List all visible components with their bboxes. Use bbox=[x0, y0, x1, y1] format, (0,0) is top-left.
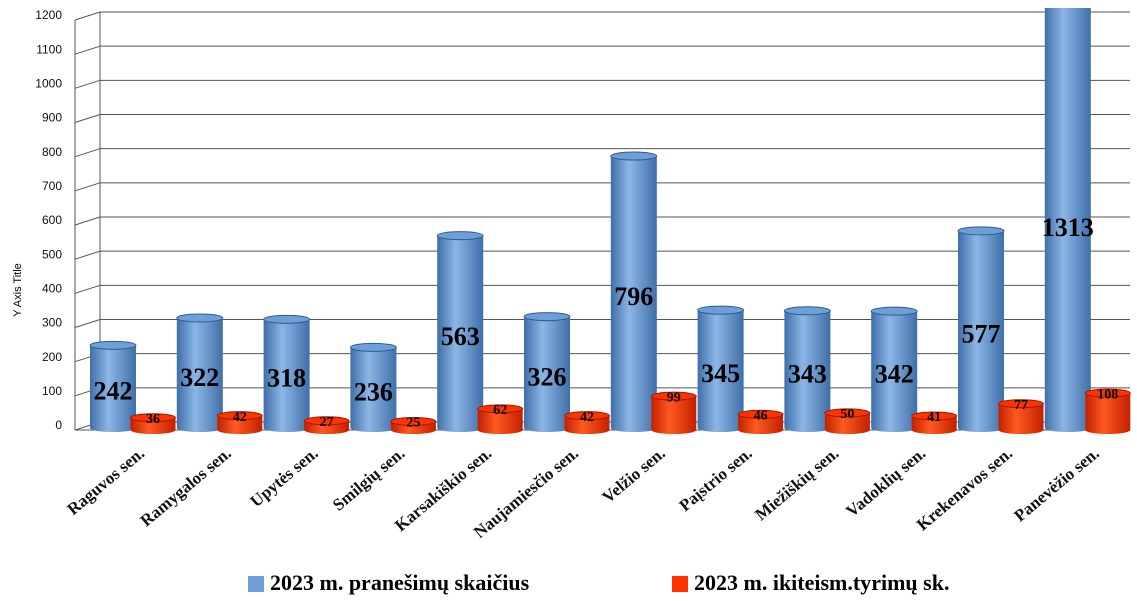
value-label: 25 bbox=[406, 416, 420, 431]
x-tick-label: Vadoklių sen. bbox=[842, 444, 929, 521]
legend-label: 2023 m. ikiteism.tyrimų sk. bbox=[694, 570, 949, 595]
bar-cap bbox=[958, 227, 1004, 235]
x-tick-label: Paįstrio sen. bbox=[675, 444, 755, 516]
bar-base bbox=[565, 426, 610, 434]
bar-cap bbox=[350, 343, 396, 351]
y-tick-label: 900 bbox=[42, 111, 62, 125]
bar-cap bbox=[177, 314, 223, 322]
bar-base bbox=[90, 424, 136, 432]
bar-base bbox=[177, 424, 223, 432]
bar-cap bbox=[524, 313, 570, 321]
y-tick-label: 800 bbox=[42, 145, 62, 159]
y-tick-label: 1100 bbox=[36, 42, 62, 56]
y-tick-label: 700 bbox=[42, 179, 62, 193]
value-label: 108 bbox=[1097, 387, 1118, 402]
bar-base bbox=[825, 426, 870, 434]
chart: Y Axis Title 0 100 200 300 400 500 600 700 800 90… bbox=[0, 0, 1137, 601]
y-tick-label: 1000 bbox=[35, 77, 62, 91]
bar-cap bbox=[437, 232, 483, 240]
bar-base bbox=[478, 426, 523, 434]
value-label: 796 bbox=[614, 282, 653, 311]
legend-label: 2023 m. pranešimų skaičius bbox=[270, 570, 530, 595]
value-label: 322 bbox=[180, 363, 219, 392]
legend-swatch bbox=[672, 576, 688, 592]
value-label: 99 bbox=[667, 390, 681, 405]
value-label: 50 bbox=[840, 407, 854, 422]
value-label: 46 bbox=[754, 409, 768, 424]
value-label: 345 bbox=[701, 359, 740, 388]
value-label: 42 bbox=[233, 410, 247, 425]
grid-line bbox=[75, 149, 100, 157]
bar-cap bbox=[784, 307, 830, 315]
y-axis-title: Y Axis Title bbox=[12, 263, 24, 317]
grid-line bbox=[75, 80, 100, 88]
x-tick-label: Smilgių sen. bbox=[329, 444, 409, 515]
value-label: 42 bbox=[580, 410, 594, 425]
bar-base bbox=[264, 424, 310, 432]
bar-base bbox=[611, 424, 657, 432]
x-tick-label: Panevėžio sen. bbox=[1010, 444, 1103, 526]
value-label: 1313 bbox=[1042, 213, 1094, 242]
x-tick-label: Raguvos sen. bbox=[64, 444, 149, 519]
value-label: 27 bbox=[320, 415, 334, 430]
bar-base bbox=[1045, 424, 1091, 432]
x-tick-label: Ramygalos sen. bbox=[137, 444, 235, 531]
y-tick-label: 300 bbox=[42, 316, 62, 330]
bar-cap bbox=[698, 306, 744, 314]
value-label: 563 bbox=[441, 322, 480, 351]
bar-base bbox=[350, 424, 396, 432]
y-tick-label: 600 bbox=[42, 213, 62, 227]
bar-base bbox=[871, 424, 917, 432]
y-tick-label: 200 bbox=[42, 350, 62, 364]
bar-base bbox=[1085, 426, 1130, 434]
legend-swatch bbox=[248, 576, 264, 592]
y-tick-label: 500 bbox=[42, 247, 62, 261]
y-tick-label: 400 bbox=[42, 282, 62, 296]
bar-cap bbox=[264, 315, 310, 323]
grid-line bbox=[75, 217, 100, 225]
bar-base bbox=[524, 424, 570, 432]
bar-cap bbox=[90, 341, 136, 349]
value-label: 242 bbox=[94, 377, 133, 406]
grid-line bbox=[75, 46, 100, 54]
bar-base bbox=[217, 426, 262, 434]
value-label: 77 bbox=[1014, 398, 1028, 413]
value-label: 318 bbox=[267, 364, 306, 393]
bar-base bbox=[738, 426, 783, 434]
y-tick-label: 1200 bbox=[35, 8, 62, 22]
x-tick-label: Velžio sen. bbox=[599, 444, 669, 507]
grid-line bbox=[75, 251, 100, 259]
bar-base bbox=[437, 424, 483, 432]
bar-cap bbox=[871, 307, 917, 315]
bar-base bbox=[958, 424, 1004, 432]
bar-cap bbox=[611, 152, 657, 160]
value-label: 577 bbox=[962, 319, 1001, 348]
grid-line bbox=[75, 12, 100, 20]
x-tick-label: Miežiškių sen. bbox=[751, 444, 842, 525]
value-label: 62 bbox=[493, 403, 507, 418]
bar-base bbox=[999, 426, 1044, 434]
y-tick-label: 100 bbox=[42, 384, 62, 398]
bar-base bbox=[651, 426, 696, 434]
bar-base bbox=[698, 424, 744, 432]
bar-base bbox=[131, 426, 176, 434]
grid-line bbox=[75, 115, 100, 123]
value-label: 343 bbox=[788, 359, 827, 388]
value-label: 41 bbox=[927, 410, 941, 425]
bar-base bbox=[784, 424, 830, 432]
value-label: 326 bbox=[528, 362, 567, 391]
x-tick-label: Upytės sen. bbox=[247, 444, 322, 511]
grid-line bbox=[75, 183, 100, 191]
value-label: 236 bbox=[354, 378, 393, 407]
value-label: 36 bbox=[146, 412, 160, 427]
grid-line bbox=[75, 320, 100, 328]
grid-line bbox=[75, 285, 100, 293]
y-tick-label: 0 bbox=[55, 418, 62, 432]
bar-base bbox=[912, 426, 957, 434]
value-label: 342 bbox=[875, 360, 914, 389]
